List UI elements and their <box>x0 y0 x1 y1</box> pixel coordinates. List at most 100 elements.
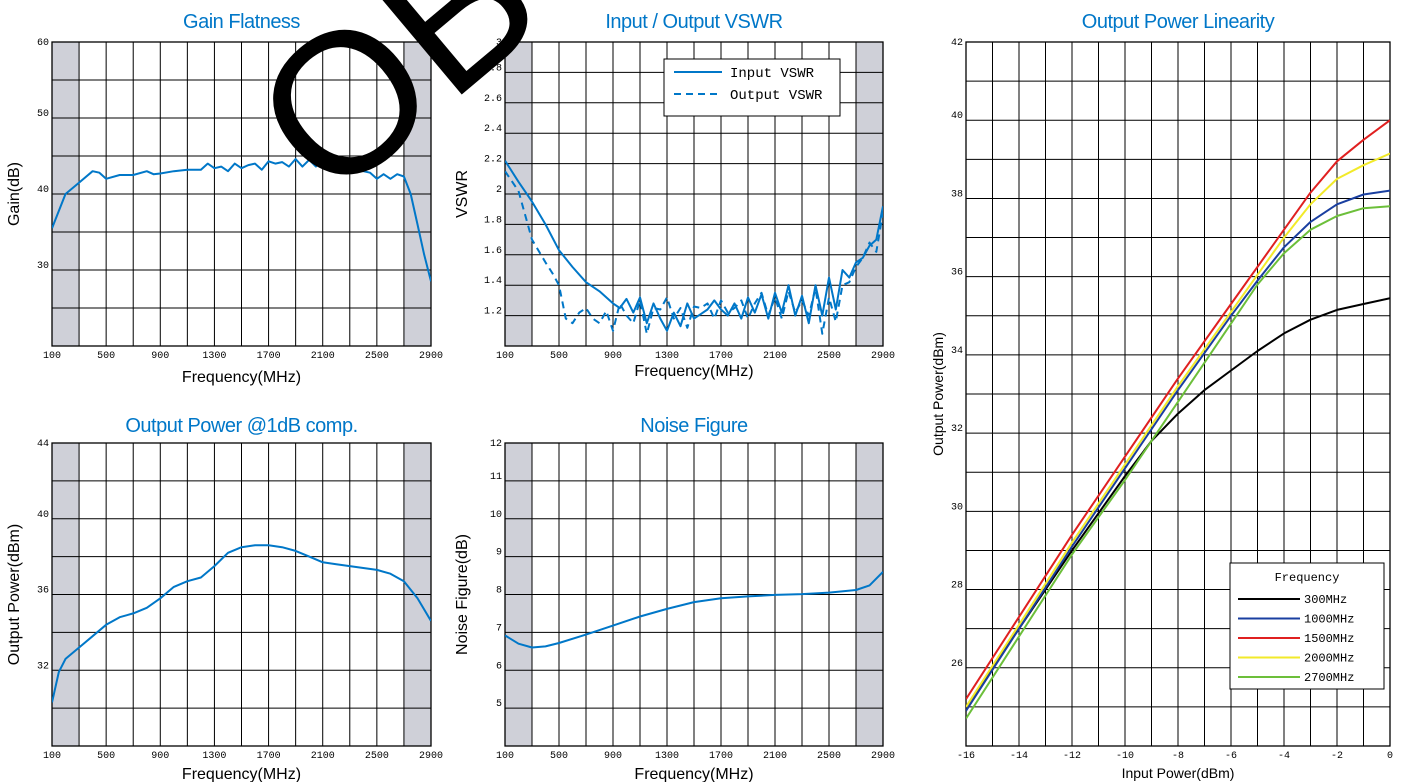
x-tick-label: 2900 <box>871 351 895 362</box>
y-tick-label: 2.2 <box>484 155 502 166</box>
y-tick-label: 10 <box>490 510 502 521</box>
x-tick-label: 0 <box>1387 751 1393 762</box>
y-tick-label: 2 <box>496 185 502 196</box>
x-axis-label: Frequency(MHz) <box>182 369 301 386</box>
x-tick-label: 1700 <box>709 751 733 762</box>
series-line <box>966 205 1390 720</box>
y-tick-label: 32 <box>951 424 963 435</box>
series-line <box>52 157 431 282</box>
legend-entry: Output VSWR <box>730 88 823 104</box>
y-tick-label: 8 <box>496 586 502 597</box>
plot-frame <box>504 41 884 347</box>
chart-lin: -16 -14 -12 -10 -8 -6 -4 -2 0 26 28 30 32 34 36 38 40 42 O… <box>930 11 1393 781</box>
x-tick-label: 2900 <box>871 751 895 762</box>
y-tick-label: 30 <box>37 261 49 272</box>
series-line <box>966 152 1390 708</box>
chart-title: Noise Figure <box>640 415 748 437</box>
chart-title: Input / Output VSWR <box>605 11 782 33</box>
y-tick-label: 60 <box>37 38 49 49</box>
chart-gain: 100 500 900 1300 1700 2100 2500 2900 30 40 50 60 Gai… <box>6 11 443 386</box>
y-tick-label: 2.4 <box>484 124 502 135</box>
x-tick-label: 100 <box>496 751 514 762</box>
y-axis-label: Output Power(dBm) <box>6 524 23 665</box>
plot-frame <box>51 41 432 347</box>
y-tick-label: 32 <box>37 661 49 672</box>
y-tick-label: 40 <box>37 510 49 521</box>
x-axis-label: Frequency(MHz) <box>634 766 753 782</box>
series-line <box>966 189 1390 712</box>
y-axis-label: Gain(dB) <box>6 162 23 226</box>
y-tick-label: 3 <box>496 38 502 49</box>
x-tick-label: -12 <box>1063 751 1081 762</box>
y-tick-label: 1.2 <box>484 307 502 318</box>
plot-frame <box>965 41 1391 747</box>
y-tick-label: 38 <box>951 189 963 200</box>
x-tick-label: -10 <box>1116 751 1134 762</box>
series-line <box>52 544 431 703</box>
grid <box>52 42 431 346</box>
chart-title: Gain Flatness <box>183 11 300 33</box>
y-tick-label: 1.6 <box>484 246 502 257</box>
x-tick-label: -4 <box>1278 751 1290 762</box>
series-line <box>966 119 1390 700</box>
legend: Input VSWR Output VSWR <box>663 58 841 117</box>
y-tick-label: 36 <box>37 586 49 597</box>
y-tick-label: 2.8 <box>484 63 502 74</box>
y-tick-label: 36 <box>951 268 963 279</box>
y-tick-label: 1.8 <box>484 215 502 226</box>
x-tick-label: -16 <box>957 751 975 762</box>
y-tick-label: 1.4 <box>484 276 502 287</box>
y-tick-label: 42 <box>951 38 963 49</box>
y-axis-label: Output Power(dBm) <box>930 332 946 456</box>
legend-entry: Input VSWR <box>730 66 815 82</box>
x-tick-label: 500 <box>97 751 115 762</box>
y-tick-label: 12 <box>490 439 502 450</box>
y-tick-label: 11 <box>490 472 502 483</box>
series-line <box>505 170 883 335</box>
y-tick-label: 40 <box>951 111 963 122</box>
x-tick-label: 500 <box>97 351 115 362</box>
x-tick-label: -8 <box>1172 751 1184 762</box>
x-tick-label: 900 <box>151 351 169 362</box>
x-tick-label: -6 <box>1225 751 1237 762</box>
y-tick-label: 50 <box>37 109 49 120</box>
legend-entry: 300MHz <box>1304 593 1347 607</box>
x-tick-label: 2100 <box>763 351 787 362</box>
series-line <box>966 297 1390 708</box>
y-tick-label: 2.6 <box>484 94 502 105</box>
y-axis-label: VSWR <box>454 170 471 218</box>
x-tick-label: 900 <box>604 751 622 762</box>
y-tick-label: 44 <box>37 439 49 450</box>
y-tick-label: 30 <box>951 502 963 513</box>
x-tick-label: 1300 <box>202 351 226 362</box>
x-tick-label: 1300 <box>202 751 226 762</box>
legend: Frequency 300MHz 1000MHz 1500MHz 2000MHz 2700… <box>1229 562 1385 690</box>
x-axis-label: Frequency(MHz) <box>182 766 301 782</box>
legend-box <box>1229 562 1385 690</box>
x-tick-label: 2500 <box>817 351 841 362</box>
x-tick-label: 900 <box>604 351 622 362</box>
legend-entry: 2700MHz <box>1304 671 1354 685</box>
x-tick-label: 2500 <box>365 351 389 362</box>
legend-entry: 1500MHz <box>1304 632 1354 646</box>
x-tick-label: 2100 <box>763 751 787 762</box>
chart-title: Output Power @1dB comp. <box>125 415 357 437</box>
x-tick-label: 1700 <box>709 351 733 362</box>
y-tick-label: 34 <box>951 346 963 357</box>
series-line <box>505 160 883 332</box>
y-tick-label: 5 <box>496 699 502 710</box>
x-tick-label: 1300 <box>655 751 679 762</box>
x-tick-label: 100 <box>43 751 61 762</box>
x-tick-label: -2 <box>1331 751 1343 762</box>
x-tick-label: 2900 <box>419 751 443 762</box>
x-tick-label: 1700 <box>257 751 281 762</box>
chart-nf: 100 500 900 1300 1700 2100 2500 2900 5 6 7 8 9 10 11 12… <box>454 415 895 782</box>
x-tick-label: 2500 <box>817 751 841 762</box>
chart-vswr: 100 500 900 1300 1700 2100 2500 2900 1.2 1.4 1.6 1.… <box>454 11 895 380</box>
y-tick-label: 7 <box>496 623 502 634</box>
x-tick-label: 900 <box>151 751 169 762</box>
x-tick-label: 2900 <box>419 351 443 362</box>
grid <box>52 443 431 746</box>
x-tick-label: 1700 <box>257 351 281 362</box>
